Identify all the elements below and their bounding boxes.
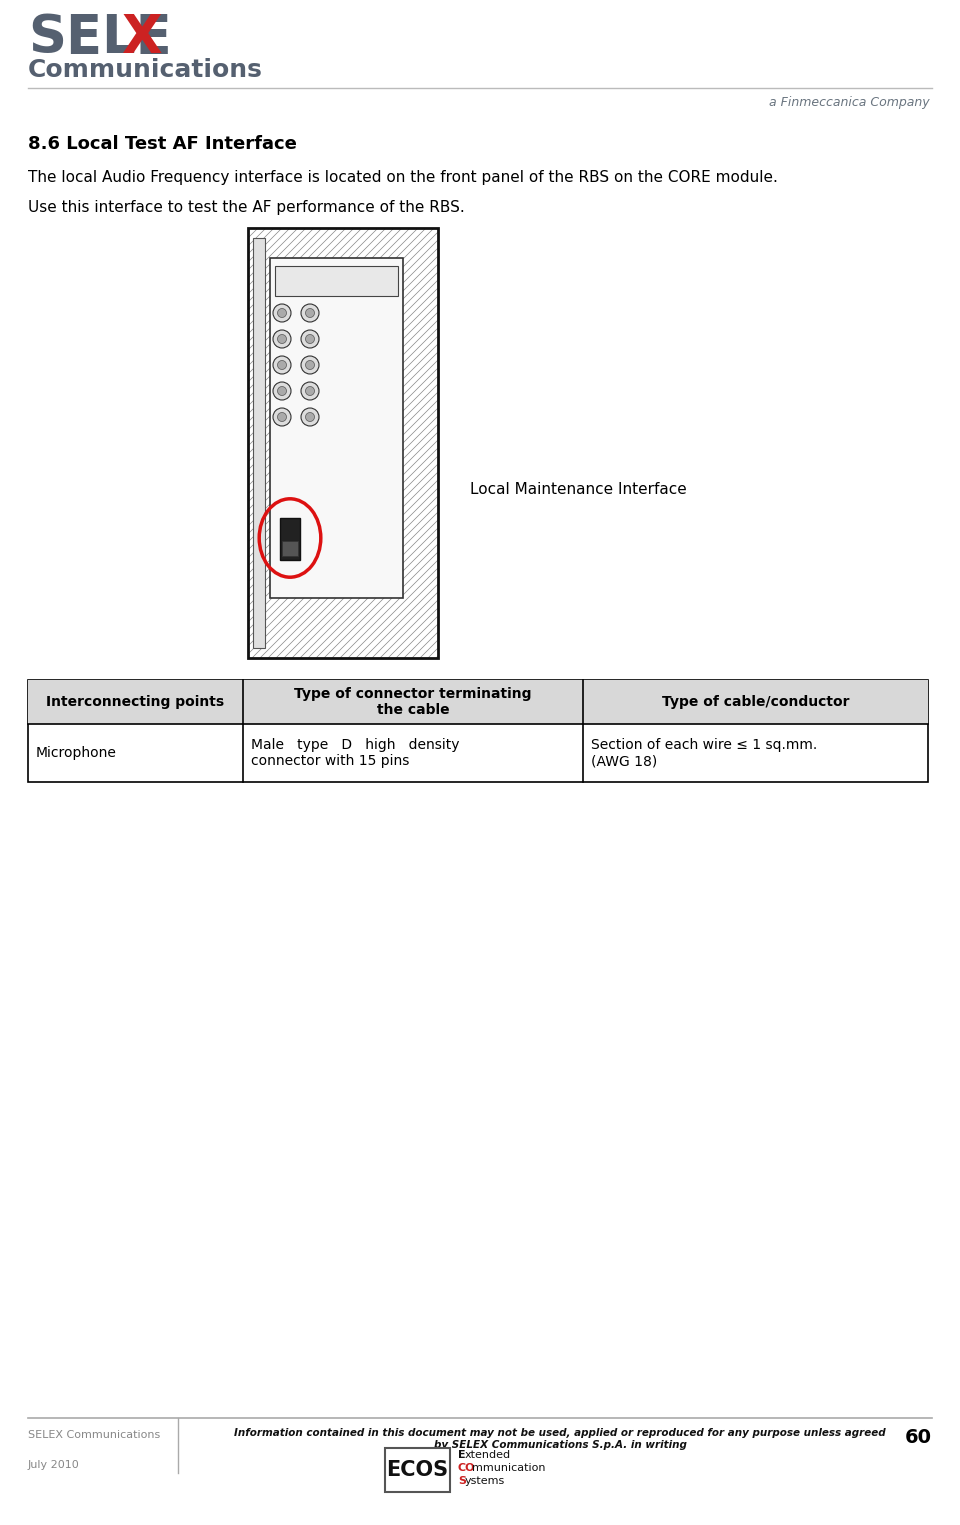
Text: 60: 60 <box>905 1427 932 1447</box>
Circle shape <box>301 355 319 374</box>
Circle shape <box>301 381 319 400</box>
Bar <box>270 258 403 598</box>
Text: Microphone: Microphone <box>36 746 117 759</box>
Text: Use this interface to test the AF performance of the RBS.: Use this interface to test the AF perfor… <box>28 200 465 215</box>
Text: SELEX Communications: SELEX Communications <box>28 1430 160 1440</box>
Text: xtended: xtended <box>465 1450 511 1459</box>
Bar <box>28 680 928 782</box>
Text: mmunication: mmunication <box>472 1462 545 1473</box>
Text: ystems: ystems <box>465 1476 505 1485</box>
Bar <box>280 518 300 560</box>
Circle shape <box>305 334 315 343</box>
Text: CO: CO <box>458 1462 475 1473</box>
Circle shape <box>301 303 319 322</box>
Text: Male   type   D   high   density
connector with 15 pins: Male type D high density connector with … <box>251 738 460 769</box>
Circle shape <box>273 409 291 425</box>
Circle shape <box>273 381 291 400</box>
Circle shape <box>305 360 315 369</box>
Circle shape <box>301 409 319 425</box>
Circle shape <box>305 308 315 317</box>
Text: ECOS: ECOS <box>387 1459 448 1479</box>
Bar <box>28 680 928 724</box>
Text: Communications: Communications <box>28 58 263 82</box>
Bar <box>248 229 438 657</box>
Bar <box>248 229 438 657</box>
Text: SELE: SELE <box>28 12 172 64</box>
Circle shape <box>273 355 291 374</box>
Bar <box>282 541 298 557</box>
Circle shape <box>305 386 315 395</box>
Text: Type of cable/conductor: Type of cable/conductor <box>661 695 850 709</box>
Circle shape <box>277 360 286 369</box>
Circle shape <box>277 308 286 317</box>
Text: July 2010: July 2010 <box>28 1459 80 1470</box>
Text: Local Maintenance Interface: Local Maintenance Interface <box>470 482 686 497</box>
Circle shape <box>277 412 286 421</box>
Circle shape <box>273 329 291 348</box>
Text: 8.6 Local Test AF Interface: 8.6 Local Test AF Interface <box>28 136 297 152</box>
Circle shape <box>301 329 319 348</box>
Text: Information contained in this document may not be used, applied or reproduced fo: Information contained in this document m… <box>234 1427 886 1450</box>
Circle shape <box>277 386 286 395</box>
Text: Section of each wire ≤ 1 sq.mm.
(AWG 18): Section of each wire ≤ 1 sq.mm. (AWG 18) <box>591 738 817 769</box>
Bar <box>253 238 265 648</box>
Text: Interconnecting points: Interconnecting points <box>46 695 225 709</box>
Circle shape <box>305 412 315 421</box>
Text: S: S <box>458 1476 466 1485</box>
Text: Type of connector terminating
the cable: Type of connector terminating the cable <box>295 686 532 717</box>
Text: a Finmeccanica Company: a Finmeccanica Company <box>769 96 930 108</box>
Bar <box>385 1449 450 1491</box>
Bar <box>275 265 398 296</box>
Text: E: E <box>458 1450 466 1459</box>
Circle shape <box>273 303 291 322</box>
Text: X: X <box>122 12 162 64</box>
Text: The local Audio Frequency interface is located on the front panel of the RBS on : The local Audio Frequency interface is l… <box>28 169 778 185</box>
Circle shape <box>277 334 286 343</box>
